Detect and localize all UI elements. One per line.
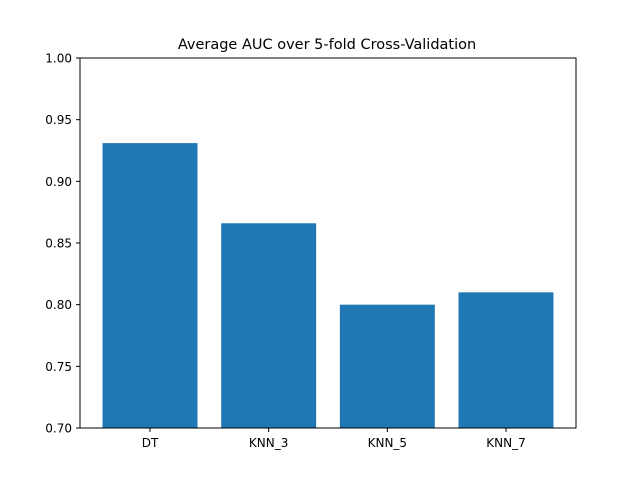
- x-tick-label: KNN_7: [486, 436, 525, 450]
- y-tick-label: 1.00: [45, 52, 72, 66]
- y-tick-label: 0.95: [45, 113, 72, 127]
- x-tick-label: KNN_5: [368, 436, 407, 450]
- x-tick-label: DT: [142, 436, 159, 450]
- bar-knn-5: [339, 304, 435, 428]
- y-tick-label: 0.85: [45, 237, 72, 251]
- y-tick-label: 0.70: [45, 422, 72, 436]
- y-tick-label: 0.75: [45, 360, 72, 374]
- y-tick-label: 0.90: [45, 175, 72, 189]
- chart-title: Average AUC over 5-fold Cross-Validation: [178, 37, 476, 53]
- x-tick-label: KNN_3: [249, 436, 288, 450]
- bars-layer: [102, 143, 554, 428]
- x-axis: DT KNN_3 KNN_5 KNN_7: [142, 428, 526, 450]
- y-tick-label: 0.80: [45, 298, 72, 312]
- bar-knn-7: [458, 292, 554, 428]
- bar-dt: [102, 143, 198, 428]
- bar-knn-3: [221, 223, 317, 428]
- y-axis: 0.70 0.75 0.80 0.85 0.90 0.95 1.00: [45, 52, 80, 436]
- plot-frame: [79, 57, 577, 429]
